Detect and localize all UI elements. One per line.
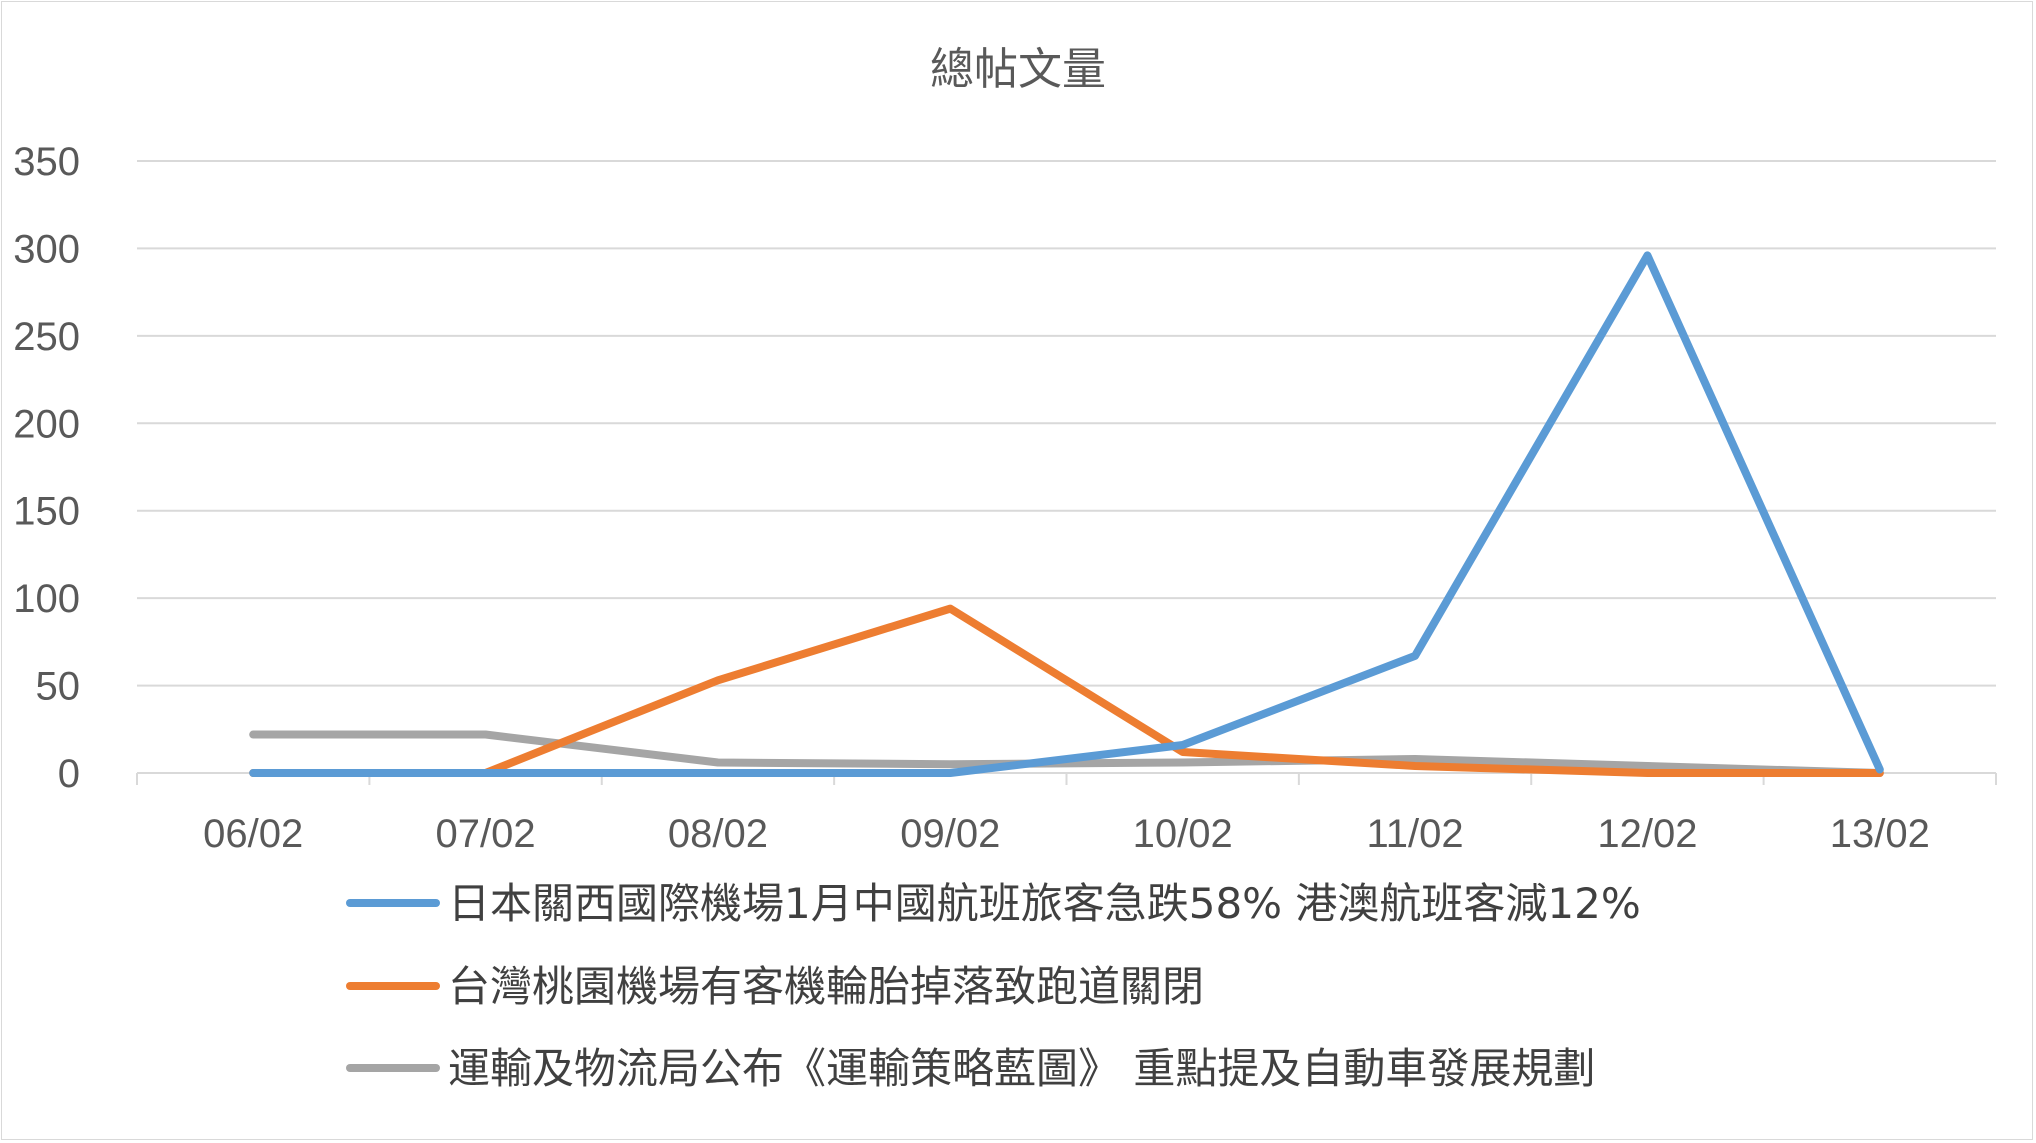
x-tick-label: 13/02 [1830, 812, 1930, 856]
y-axis-ticks: 0 50 100 150 200 250 300 350 [13, 140, 80, 796]
y-tick-label: 300 [13, 227, 80, 271]
legend-label-3: 運輸及物流局公布《運輸策略藍圖》 重點提及自動車發展規劃 [448, 1044, 1595, 1093]
legend-label-2: 台灣桃園機場有客機輪胎掉落致跑道關閉 [448, 962, 1204, 1011]
chart-title: 總帖文量 [930, 44, 1106, 95]
series-line-2 [249, 604, 1884, 777]
y-tick-label: 50 [36, 665, 81, 709]
y-tick-label: 200 [13, 402, 80, 446]
y-tick-label: 0 [58, 752, 80, 796]
x-tick-label: 06/02 [203, 812, 303, 856]
x-tick-label: 09/02 [900, 812, 1000, 856]
y-tick-label: 100 [13, 577, 80, 621]
y-tick-label: 150 [13, 490, 80, 534]
legend-label-1: 日本關西國際機場1月中國航班旅客急跌58% 港澳航班客減12% [448, 879, 1641, 928]
x-axis: 06/02 07/02 08/02 09/02 10/02 11/02 12/02 13/02 [136, 772, 1997, 856]
y-tick-label: 350 [13, 140, 80, 184]
legend: 日本關西國際機場1月中國航班旅客急跌58% 港澳航班客減12% 台灣桃園機場有客機… [346, 879, 1641, 1093]
series-line-3 [249, 730, 1884, 777]
x-tick-label: 12/02 [1597, 812, 1697, 856]
x-tick-label: 10/02 [1133, 812, 1233, 856]
x-tick-label: 07/02 [436, 812, 536, 856]
x-tick-label: 08/02 [668, 812, 768, 856]
series-lines [249, 251, 1884, 777]
x-tick-label: 11/02 [1366, 812, 1463, 856]
y-tick-label: 250 [13, 315, 80, 359]
series-line-1 [249, 251, 1884, 777]
gridlines [137, 160, 1996, 687]
